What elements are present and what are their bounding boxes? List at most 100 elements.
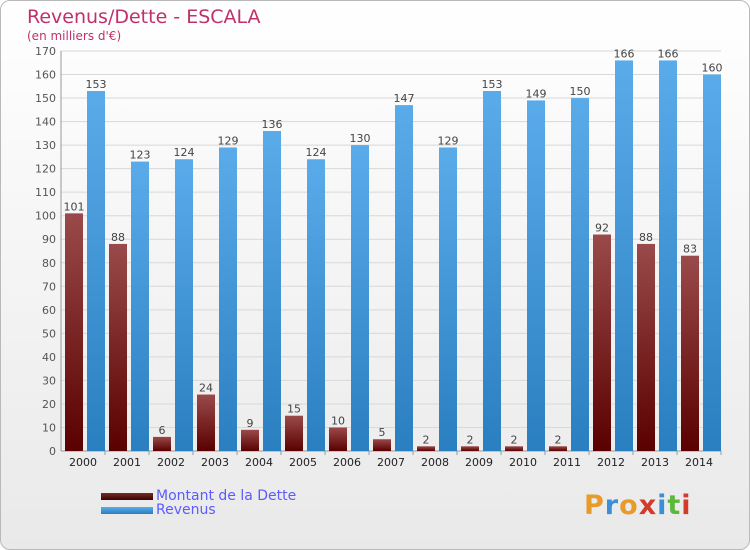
- bar-dette: [373, 439, 391, 451]
- x-tick-label: 2001: [113, 456, 141, 469]
- data-label-dette: 2: [423, 433, 430, 446]
- bar-dette: [153, 436, 171, 451]
- chart-subtitle: (en milliers d'€): [27, 29, 122, 43]
- data-label-revenus: 124: [174, 146, 195, 159]
- x-tick-label: 2007: [377, 456, 405, 469]
- bar-dette: [197, 394, 215, 451]
- y-tick-label: 150: [35, 92, 56, 105]
- legend-item-dette: Montant de la Dette: [101, 488, 296, 504]
- data-label-revenus: 136: [262, 118, 283, 131]
- logo-letter: i: [657, 490, 668, 521]
- x-tick-label: 2000: [69, 456, 97, 469]
- bar-revenus: [703, 74, 721, 451]
- bar-revenus: [87, 91, 105, 451]
- bar-dette: [549, 446, 567, 451]
- y-tick-label: 170: [35, 45, 56, 58]
- data-label-dette: 88: [639, 231, 653, 244]
- bar-revenus: [175, 159, 193, 451]
- data-label-dette: 2: [555, 433, 562, 446]
- data-labels: 101 153 88 123 6 124 24 129 9 136 15 124 10 130 5 147 2 1…: [64, 47, 723, 446]
- y-tick-label: 100: [35, 210, 56, 223]
- y-tick-label: 140: [35, 116, 56, 129]
- y-tick-label: 120: [35, 163, 56, 176]
- x-tick-label: 2012: [597, 456, 625, 469]
- x-tick-label: 2005: [289, 456, 317, 469]
- data-label-dette: 88: [111, 231, 125, 244]
- logo-letter: i: [681, 490, 692, 521]
- data-label-dette: 92: [595, 222, 609, 235]
- bar-dette: [505, 446, 523, 451]
- bars: [65, 60, 721, 451]
- legend-swatch-revenus: [101, 506, 153, 514]
- y-tick-label: 70: [42, 280, 56, 293]
- bar-dette: [461, 446, 479, 451]
- bar-revenus: [439, 147, 457, 451]
- data-label-revenus: 129: [218, 134, 239, 147]
- y-tick-label: 60: [42, 304, 56, 317]
- y-tick-label: 0: [49, 445, 56, 458]
- y-tick-label: 80: [42, 257, 56, 270]
- x-tick-label: 2006: [333, 456, 361, 469]
- y-tick-label: 110: [35, 186, 56, 199]
- y-tick-label: 10: [42, 421, 56, 434]
- legend-swatch-dette: [101, 492, 153, 500]
- x-axis-ticks: 2000 2001 2002 2003 2004 2005 2006 2007 2008 2009…: [69, 451, 722, 469]
- legend-label-dette: Montant de la Dette: [156, 488, 297, 504]
- data-label-dette: 2: [467, 433, 474, 446]
- logo-letter: o: [619, 490, 639, 521]
- bar-revenus: [615, 60, 633, 451]
- bar-revenus: [527, 100, 545, 451]
- y-tick-label: 130: [35, 139, 56, 152]
- proxiti-logo: Proxiti: [584, 490, 692, 521]
- data-label-dette: 83: [683, 243, 697, 256]
- x-tick-label: 2008: [421, 456, 449, 469]
- data-label-dette: 9: [247, 417, 254, 430]
- y-axis-ticks: 0 10 20 30 40 50 60 70 80 90 100 110 120 130 140 150 160…: [35, 45, 56, 458]
- data-label-revenus: 160: [702, 62, 723, 75]
- y-tick-label: 20: [42, 398, 56, 411]
- bar-dette: [329, 427, 347, 451]
- data-label-revenus: 150: [570, 85, 591, 98]
- x-tick-label: 2002: [157, 456, 185, 469]
- bar-dette: [65, 213, 83, 451]
- logo-letter: r: [604, 490, 620, 521]
- data-label-dette: 10: [331, 414, 345, 427]
- chart-title: Revenus/Dette - ESCALA: [27, 6, 261, 28]
- bar-revenus: [131, 161, 149, 451]
- legend-label-revenus: Revenus: [156, 502, 216, 518]
- x-tick-label: 2009: [465, 456, 493, 469]
- y-tick-label: 90: [42, 233, 56, 246]
- bar-dette: [417, 446, 435, 451]
- data-label-dette: 15: [287, 403, 301, 416]
- bar-dette: [637, 243, 655, 451]
- data-label-revenus: 130: [350, 132, 371, 145]
- y-tick-label: 30: [42, 374, 56, 387]
- bar-revenus: [571, 98, 589, 451]
- x-tick-label: 2014: [685, 456, 713, 469]
- bar-revenus: [659, 60, 677, 451]
- x-tick-label: 2004: [245, 456, 273, 469]
- bar-dette: [241, 429, 259, 451]
- data-label-dette: 6: [159, 424, 166, 437]
- x-tick-label: 2010: [509, 456, 537, 469]
- bar-revenus: [483, 91, 501, 451]
- data-label-revenus: 149: [526, 87, 547, 100]
- bar-revenus: [263, 131, 281, 451]
- bar-dette: [681, 255, 699, 451]
- data-label-revenus: 129: [438, 134, 459, 147]
- logo-letter: P: [584, 490, 605, 521]
- data-label-revenus: 153: [482, 78, 503, 91]
- x-tick-label: 2013: [641, 456, 669, 469]
- data-label-revenus: 147: [394, 92, 415, 105]
- data-label-revenus: 124: [306, 146, 327, 159]
- legend-item-revenus: Revenus: [101, 502, 216, 518]
- bar-revenus: [351, 145, 369, 451]
- x-tick-label: 2011: [553, 456, 581, 469]
- data-label-revenus: 166: [658, 47, 679, 60]
- data-label-revenus: 166: [614, 47, 635, 60]
- bar-dette: [593, 234, 611, 451]
- bar-dette: [109, 243, 127, 451]
- x-tick-label: 2003: [201, 456, 229, 469]
